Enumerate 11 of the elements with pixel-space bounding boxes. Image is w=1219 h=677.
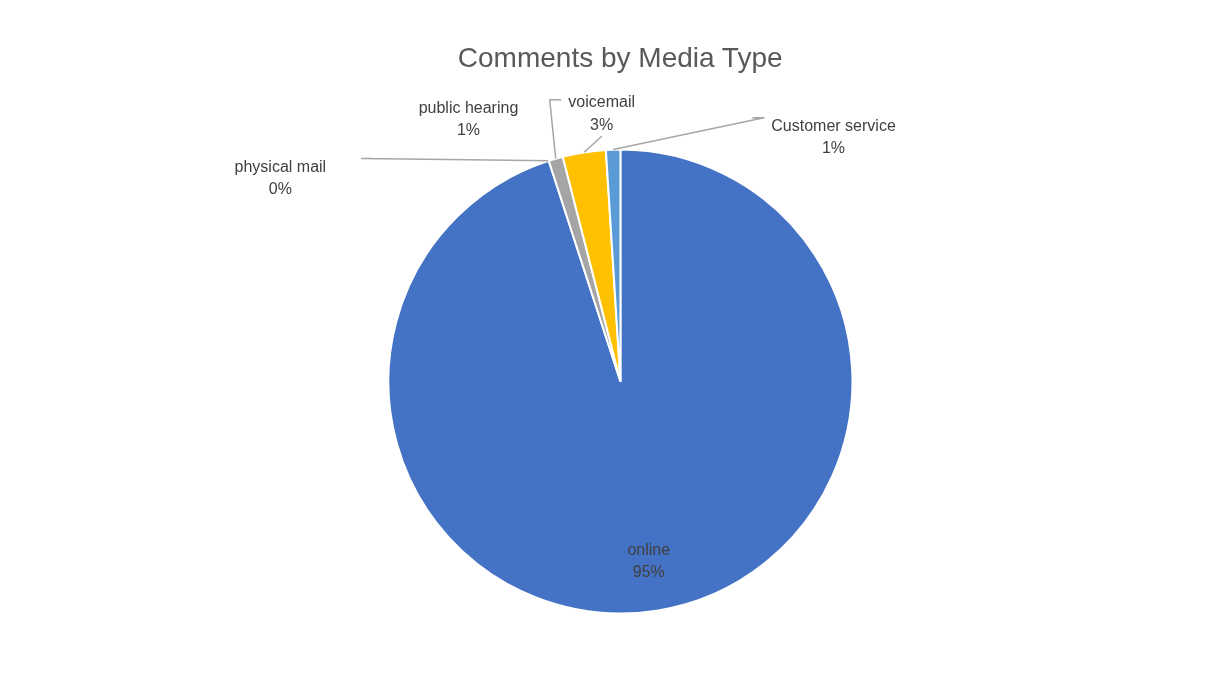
- data-label: 1%: [821, 138, 846, 156]
- data-label: 95%: [632, 562, 665, 580]
- data-label: 3%: [590, 115, 614, 133]
- category-label: physical mail: [234, 157, 327, 175]
- chart-title: Comments by Media Type: [457, 42, 783, 74]
- slice-label: voicemail: [568, 93, 636, 111]
- slice-label: public hearing: [418, 98, 519, 116]
- slice-label: online: [627, 540, 671, 558]
- data-label: 1%: [456, 120, 481, 138]
- slice-label: Customer service: [771, 116, 896, 134]
- text: 0%: [268, 179, 292, 197]
